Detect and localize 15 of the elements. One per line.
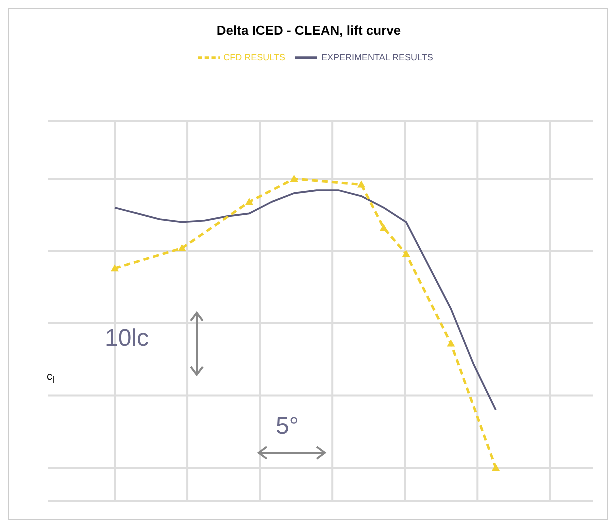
legend-label: CFD RESULTS	[224, 52, 286, 62]
point	[358, 180, 366, 188]
annotation: 10lc	[105, 325, 150, 353]
point	[380, 224, 388, 232]
point	[111, 264, 119, 272]
point	[245, 198, 254, 206]
chart-title: Delta ICED - CLEAN, lift curve	[216, 23, 402, 38]
annotation: 5°	[276, 413, 299, 441]
point	[290, 175, 298, 182]
point	[447, 340, 456, 347]
legend-label: EXPERIMENTAL RESULTS	[321, 52, 434, 62]
point	[402, 250, 410, 258]
y-axis-title: c$_{l}$	[47, 371, 55, 386]
point	[178, 244, 186, 252]
point	[492, 464, 500, 471]
